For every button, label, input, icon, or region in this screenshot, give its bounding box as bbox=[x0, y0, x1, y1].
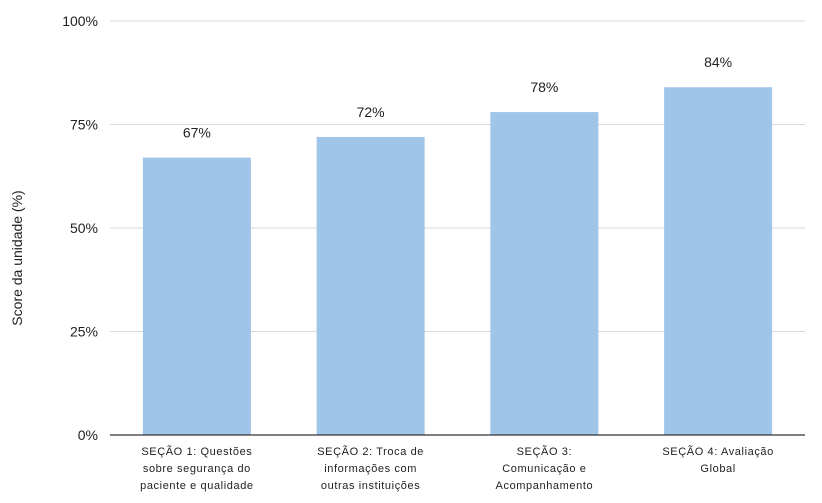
category-label-line: informações com bbox=[324, 463, 417, 475]
bar bbox=[316, 136, 425, 436]
data-labels: 67% 72% 78% 84% bbox=[183, 54, 732, 140]
category-label-line: SEÇÃO 2: Troca de bbox=[317, 445, 424, 458]
y-tick-label: 75% bbox=[70, 117, 98, 133]
y-tick-label: 25% bbox=[70, 324, 98, 340]
category-label-line: paciente e qualidade bbox=[140, 480, 254, 492]
category-label-line: SEÇÃO 1: Questões bbox=[141, 445, 252, 458]
category-labels: SEÇÃO 1: Questões sobre segurança do pacie… bbox=[140, 445, 774, 492]
bar bbox=[142, 157, 251, 435]
category-label-line: Acompanhamento bbox=[496, 480, 594, 492]
data-label: 72% bbox=[357, 104, 385, 120]
category-label: SEÇÃO 1: Questões sobre segurança do pacie… bbox=[140, 445, 254, 492]
data-label: 84% bbox=[704, 54, 732, 70]
category-label-line: outras instituições bbox=[321, 480, 420, 492]
bar bbox=[490, 112, 599, 435]
category-label: SEÇÃO 4: Avaliação Global bbox=[662, 445, 774, 475]
bars bbox=[142, 87, 773, 436]
data-label: 67% bbox=[183, 125, 211, 141]
category-label-line: sobre segurança do bbox=[143, 463, 251, 475]
bar bbox=[664, 87, 773, 436]
category-label: SEÇÃO 3: Comunicação e Acompanhamento bbox=[496, 445, 594, 492]
category-label-line: SEÇÃO 4: Avaliação bbox=[662, 445, 774, 458]
category-label: SEÇÃO 2: Troca de informações com outras i… bbox=[317, 445, 424, 492]
y-tick-labels: 0% 25% 50% 75% 100% bbox=[62, 13, 98, 443]
y-tick-label: 0% bbox=[78, 427, 98, 443]
y-tick-label: 50% bbox=[70, 220, 98, 236]
category-label-line: Comunicação e bbox=[502, 463, 586, 475]
y-tick-label: 100% bbox=[62, 13, 98, 29]
category-label-line: SEÇÃO 3: bbox=[517, 445, 573, 458]
data-label: 78% bbox=[530, 79, 558, 95]
y-axis-title: Score da unidade (%) bbox=[9, 190, 25, 325]
category-label-line: Global bbox=[700, 463, 735, 475]
